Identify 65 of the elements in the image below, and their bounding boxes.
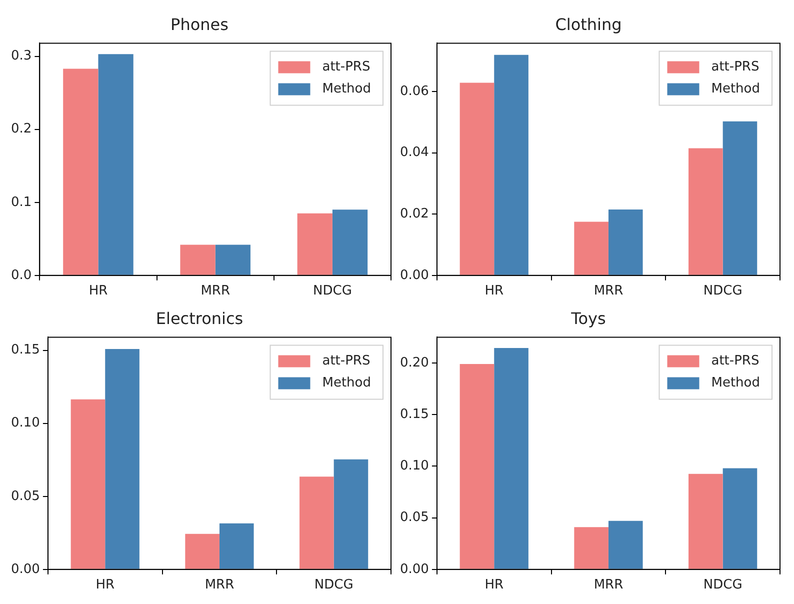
chart-title: Toys xyxy=(570,308,606,328)
y-tick-label: 0.04 xyxy=(400,145,429,160)
legend-label: Method xyxy=(711,376,760,391)
x-tick-label: NDCG xyxy=(703,284,742,299)
bar xyxy=(105,349,140,569)
legend-label: att-PRS xyxy=(322,354,370,369)
y-tick-label: 0.15 xyxy=(10,342,40,358)
bar xyxy=(63,68,98,275)
bar xyxy=(185,534,220,569)
x-tick-label: HR xyxy=(484,578,504,593)
bar xyxy=(98,54,134,275)
y-tick-label: 0.00 xyxy=(400,562,429,577)
bar xyxy=(494,54,528,275)
y-tick-label: 0.1 xyxy=(10,194,32,210)
bar xyxy=(219,523,254,569)
y-tick-label: 0.06 xyxy=(400,84,429,99)
bar xyxy=(297,213,332,275)
bar xyxy=(180,244,216,275)
x-tick-label: HR xyxy=(96,578,115,593)
bar xyxy=(574,222,608,275)
x-tick-label: MRR xyxy=(200,284,230,299)
bar xyxy=(608,520,643,569)
x-tick-label: MRR xyxy=(594,578,624,593)
y-tick-label: 0.10 xyxy=(10,416,40,431)
legend-label: Method xyxy=(322,376,372,391)
legend-label: Method xyxy=(711,82,760,97)
bar xyxy=(688,148,723,275)
legend-label: att-PRS xyxy=(711,60,760,75)
bar xyxy=(722,121,758,275)
bar xyxy=(332,210,368,275)
x-tick-label: HR xyxy=(484,284,504,299)
bar xyxy=(722,468,758,569)
y-tick-label: 0.05 xyxy=(400,510,429,526)
bar xyxy=(460,82,494,275)
x-tick-label: HR xyxy=(88,284,108,299)
y-tick-label: 0.00 xyxy=(400,268,429,283)
y-tick-label: 0.05 xyxy=(10,488,40,504)
y-tick-label: 0.02 xyxy=(400,206,429,222)
y-tick-label: 0.00 xyxy=(10,562,40,577)
y-tick-label: 0.20 xyxy=(400,355,429,370)
x-tick-label: NDCG xyxy=(314,578,354,593)
chart-title: Clothing xyxy=(555,14,622,34)
bar xyxy=(70,399,106,569)
bar xyxy=(215,244,250,275)
bar xyxy=(460,364,494,569)
x-tick-label: NDCG xyxy=(313,284,352,299)
bar xyxy=(608,210,643,275)
y-tick-label: 0.3 xyxy=(10,48,32,64)
bar xyxy=(494,348,528,569)
bar xyxy=(574,527,608,569)
x-tick-label: MRR xyxy=(594,284,624,299)
chart-title: Electronics xyxy=(156,308,244,328)
bar xyxy=(334,459,368,569)
x-tick-label: NDCG xyxy=(703,578,742,593)
legend-label: att-PRS xyxy=(322,60,370,75)
legend-label: Method xyxy=(322,82,372,97)
chart-title: Phones xyxy=(170,14,228,34)
y-tick-label: 0.0 xyxy=(10,268,32,283)
bar xyxy=(688,474,723,569)
y-tick-label: 0.15 xyxy=(400,406,429,422)
bar xyxy=(300,476,334,569)
legend-label: att-PRS xyxy=(711,354,760,369)
y-tick-label: 0.10 xyxy=(400,458,429,474)
x-tick-label: MRR xyxy=(204,578,234,593)
y-tick-label: 0.2 xyxy=(10,122,32,137)
